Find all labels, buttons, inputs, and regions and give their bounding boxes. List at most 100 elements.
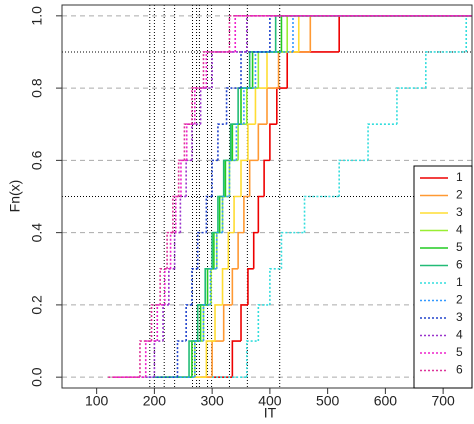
x-axis-label: IT — [264, 405, 277, 421]
step — [169, 231, 176, 269]
legend-label: 1 — [456, 170, 463, 184]
step — [214, 304, 223, 342]
legend-label: 6 — [456, 258, 463, 272]
step — [240, 159, 248, 197]
step — [177, 159, 185, 197]
step — [245, 340, 259, 378]
step — [269, 267, 282, 305]
step — [237, 87, 250, 125]
step — [269, 15, 472, 52]
step — [280, 231, 305, 269]
step — [180, 159, 187, 197]
step — [465, 15, 472, 52]
step — [297, 15, 472, 52]
step — [194, 87, 207, 125]
step — [243, 195, 250, 233]
legend-label: 2 — [456, 188, 463, 202]
legend: 1 2 3 4 5 6 1 2 3 4 5 6 — [413, 165, 473, 389]
step — [194, 340, 204, 378]
step — [277, 51, 311, 89]
step — [237, 231, 244, 269]
x-tick-label: 400 — [258, 393, 282, 409]
step — [396, 87, 426, 125]
step — [237, 123, 247, 161]
y-tick-label: 0.6 — [29, 150, 45, 170]
step — [245, 87, 259, 125]
step — [257, 195, 265, 233]
step — [183, 123, 192, 161]
step — [231, 340, 242, 378]
step — [163, 267, 171, 305]
step — [211, 159, 218, 197]
step — [217, 123, 227, 161]
x-tick-label: 300 — [200, 393, 224, 409]
legend-label: 1 — [456, 275, 463, 289]
step — [221, 195, 230, 233]
step — [248, 159, 259, 197]
step — [309, 15, 472, 52]
step — [263, 159, 270, 197]
step — [286, 15, 472, 52]
step — [338, 159, 369, 197]
step — [209, 267, 217, 305]
step — [199, 87, 213, 125]
legend-label: 5 — [456, 240, 463, 254]
step — [191, 267, 198, 305]
step — [234, 15, 472, 52]
step — [215, 231, 223, 269]
step — [205, 51, 236, 89]
step — [243, 87, 256, 125]
legend-label: 2 — [456, 293, 463, 307]
step — [257, 51, 288, 89]
step — [252, 231, 259, 269]
step — [191, 87, 204, 125]
step — [168, 267, 175, 305]
step — [144, 340, 158, 378]
y-tick-label: 0.8 — [29, 78, 45, 98]
step — [222, 159, 231, 197]
step — [286, 51, 340, 89]
x-tick-label: 700 — [431, 393, 455, 409]
step — [274, 15, 472, 52]
step — [172, 195, 179, 233]
step — [173, 231, 181, 269]
x-tick-label: 100 — [85, 393, 109, 409]
step — [235, 123, 244, 161]
y-tick-label: 1.0 — [29, 6, 45, 26]
y-tick-label: 0.2 — [29, 295, 45, 315]
step — [159, 267, 168, 305]
legend-label: 4 — [456, 223, 463, 237]
x-tick-label: 500 — [316, 393, 340, 409]
step — [303, 195, 340, 233]
step — [222, 304, 233, 342]
legend-label: 6 — [456, 363, 463, 377]
step — [292, 15, 472, 52]
step — [247, 267, 254, 305]
step — [202, 51, 230, 89]
step — [191, 123, 201, 161]
step — [240, 304, 248, 342]
step — [225, 87, 242, 125]
step — [166, 231, 173, 269]
step — [248, 51, 276, 89]
legend-label: 3 — [456, 310, 463, 324]
step — [202, 304, 211, 342]
step — [227, 231, 235, 269]
step — [266, 51, 299, 89]
legend-label: 4 — [456, 328, 463, 342]
step — [367, 123, 397, 161]
step — [338, 15, 472, 52]
step — [233, 195, 242, 233]
series — [171, 15, 472, 378]
legend-box — [413, 165, 473, 389]
step — [257, 123, 267, 161]
step — [276, 87, 288, 125]
step — [211, 340, 224, 378]
step — [247, 123, 256, 161]
legend-label: 3 — [456, 205, 463, 219]
step — [153, 340, 164, 378]
series — [108, 15, 472, 378]
step — [231, 267, 239, 305]
step — [228, 159, 239, 197]
